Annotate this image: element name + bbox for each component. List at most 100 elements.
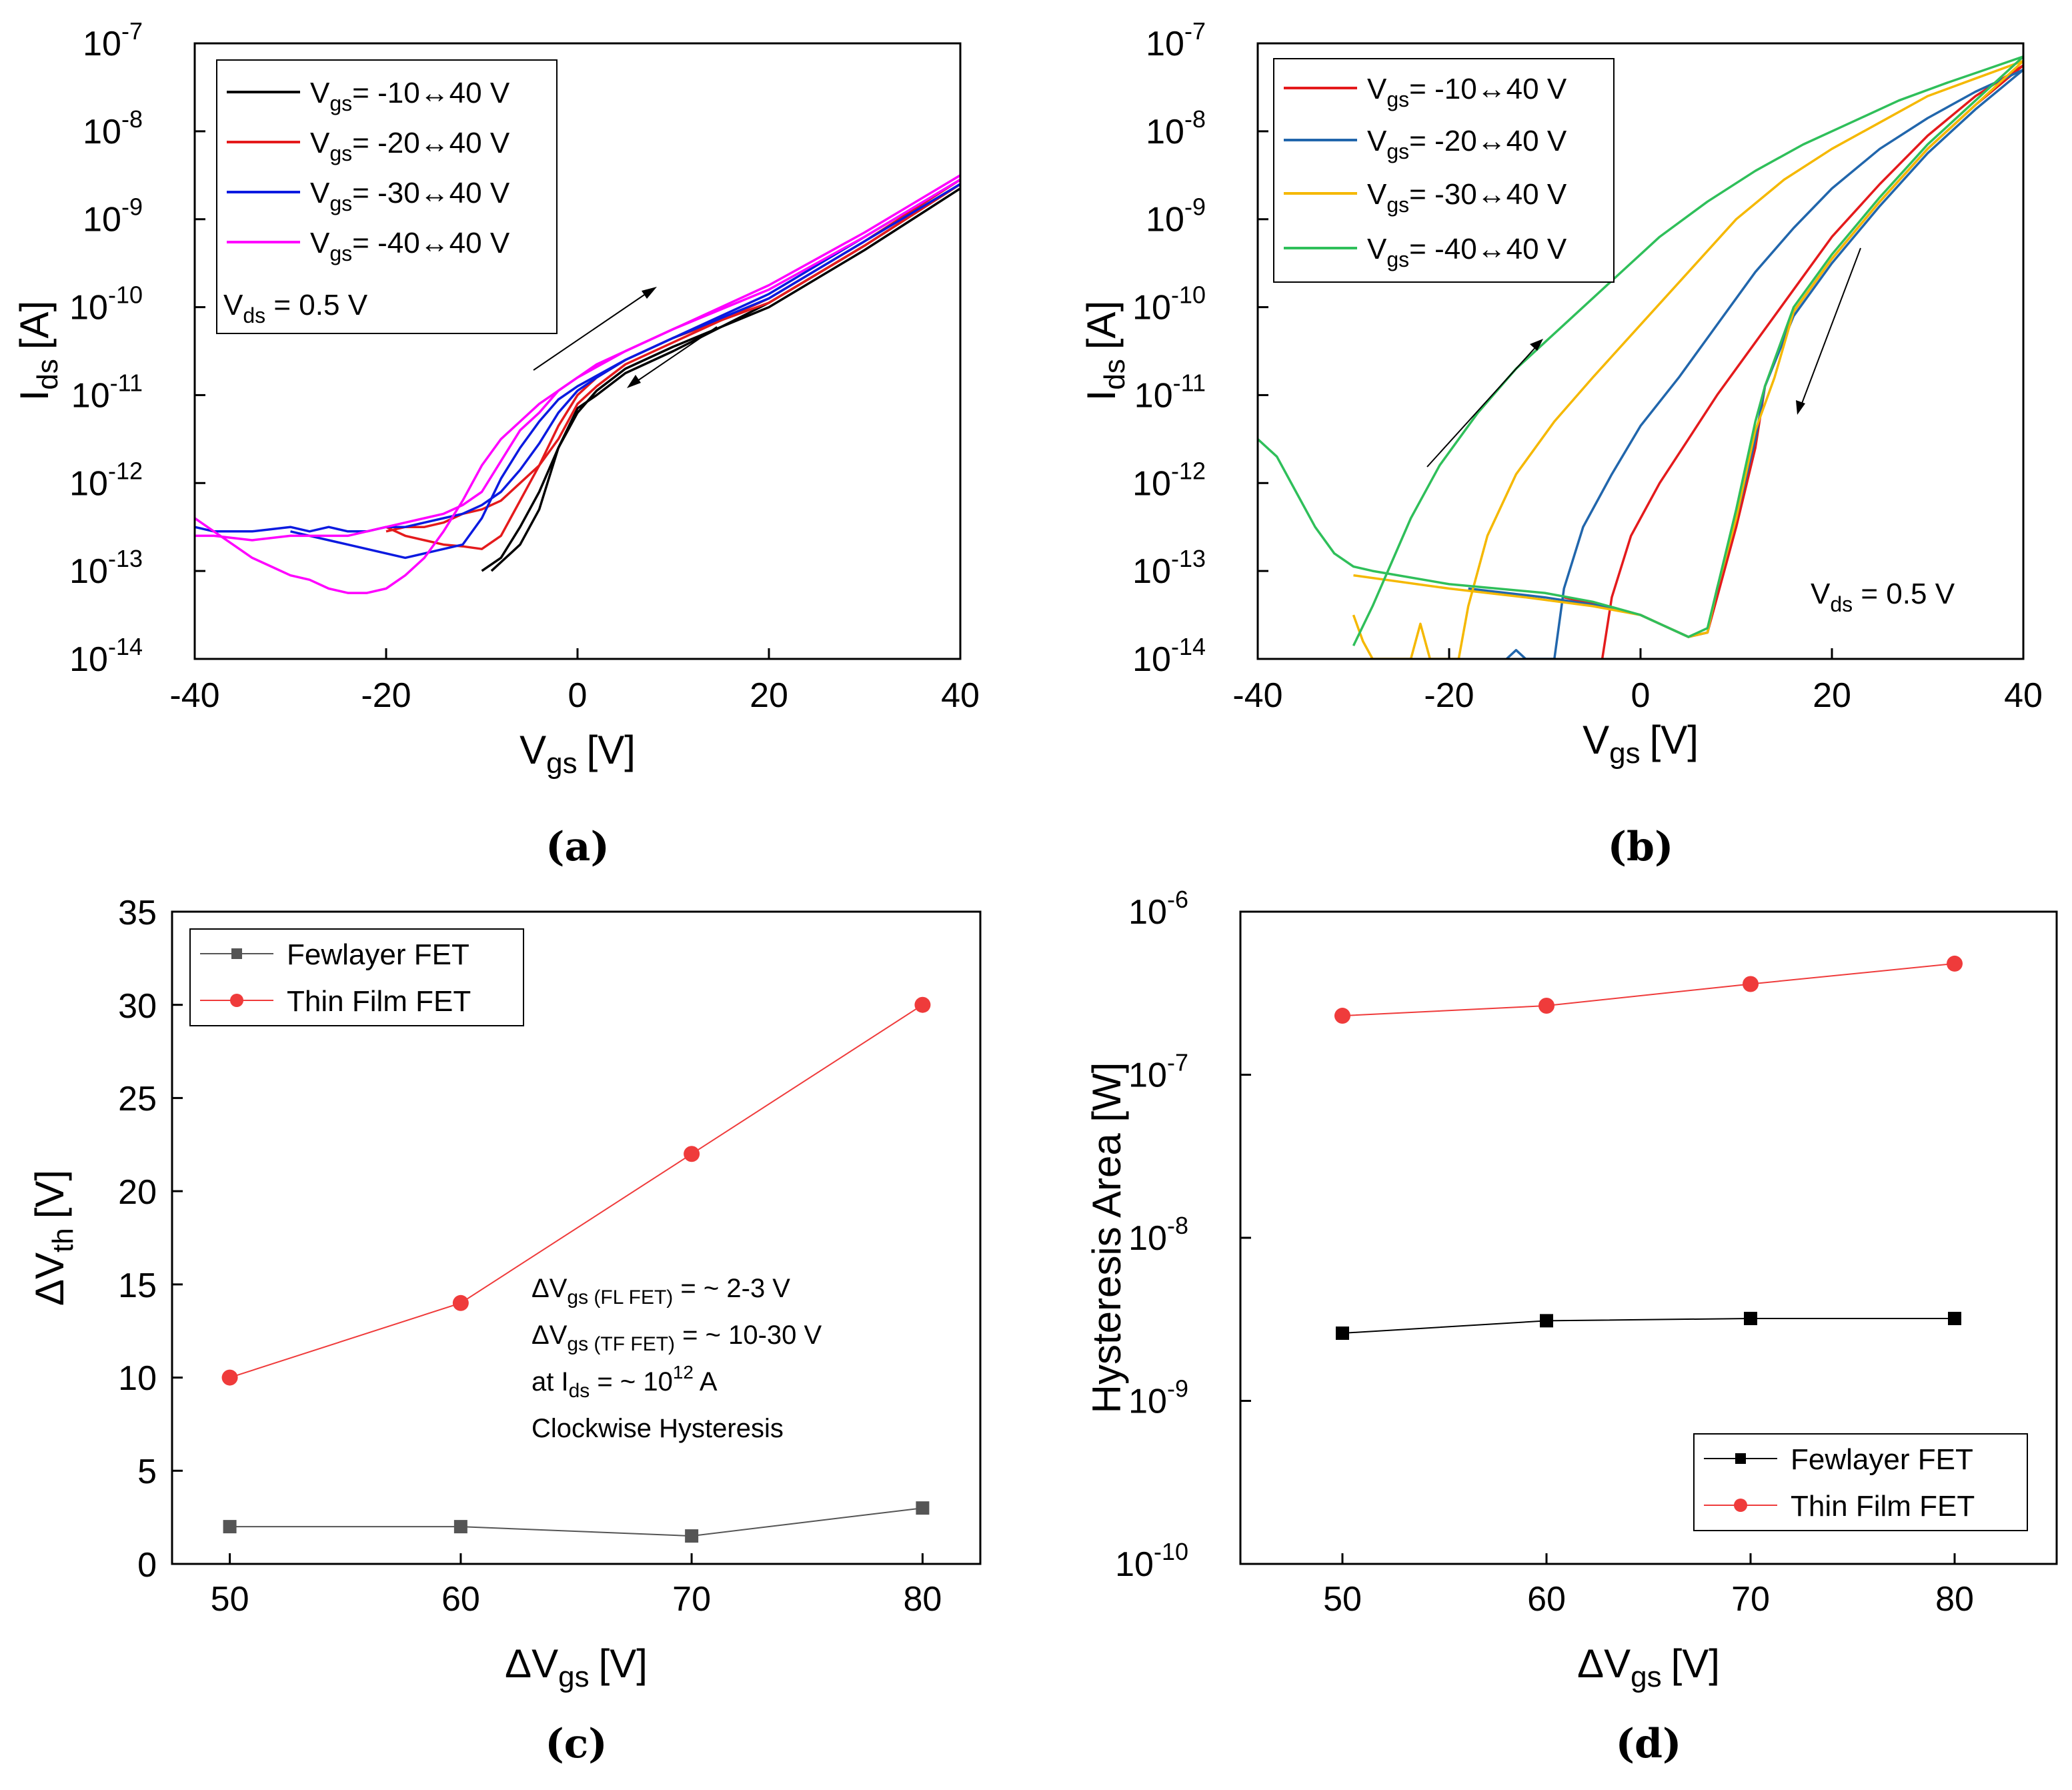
- panel-b-ytick-label: 10-11: [1134, 369, 1206, 415]
- panel-a-ytick-label: 10-11: [71, 369, 143, 415]
- forward-sweep-arrow: [533, 290, 651, 371]
- panel-d-xlabel: ΔVgs [V]: [1577, 1641, 1720, 1693]
- reverse-sweep-arrow: [1800, 247, 1861, 407]
- legend-text: Thin Film FET: [287, 985, 471, 1018]
- panel-d-legend: Fewlayer FET Thin Film FET: [1693, 1433, 2028, 1531]
- panel-a-caption: (a): [546, 824, 610, 870]
- panel-a-xtick-label: 40: [941, 676, 980, 715]
- panel-b: -40 -20 0 20 40 10-1410-1310-1210-1110-1…: [1079, 17, 2043, 870]
- panel-c-annotation: ΔVgs (TF FET) = ~ 10-30 V: [532, 1320, 822, 1355]
- panel-b-ytick-label: 10-14: [1132, 633, 1206, 679]
- panel-a-legend-box: [216, 59, 558, 334]
- panel-b-xlabel: Vgs [V]: [1583, 718, 1699, 770]
- panel-a-ylabel: Ids[A]: [12, 301, 64, 401]
- panel-c-ytick-label: 0: [137, 1546, 157, 1585]
- panel-d-caption: (d): [1616, 1721, 1682, 1767]
- panel-a-xlabel: Vgs [V]: [520, 728, 636, 780]
- legend-text: Vgs= -20↔40 V: [310, 127, 510, 165]
- panel-b-vds-annotation: Vds = 0.5 V: [1811, 578, 1955, 616]
- panel-c-series-0-point: [685, 1529, 699, 1543]
- panel-b-ytick-label: 10-10: [1132, 281, 1206, 327]
- panel-c-annotations: ΔVgs (FL FET) = ~ 2-3 V ΔVgs (TF FET) = …: [532, 1274, 822, 1443]
- panel-d-xtick-label: 60: [1527, 1580, 1566, 1619]
- panel-c-ytick-label: 25: [118, 1080, 157, 1118]
- panel-b-xtick-label: -40: [1232, 676, 1282, 715]
- panel-a-xtick-label: 0: [568, 676, 588, 715]
- panel-c-series-1-point: [452, 1294, 469, 1311]
- panel-b-xtick-label: 40: [2004, 676, 2043, 715]
- panel-a-series-1-rev-line: [385, 178, 960, 533]
- panel-d: 50 60 70 80 10-10 10-9 10-8 10-7 10-6 ΔVgs [V…: [1084, 886, 2058, 1767]
- panel-c-series-1-line: [229, 1004, 923, 1379]
- panel-c-xticks: 50 60 70 80: [211, 1553, 942, 1619]
- panel-a-ytick-label: 10-10: [69, 281, 143, 327]
- legend-text: Vgs= -30↔40 V: [1367, 178, 1567, 217]
- panel-a-xtick-label: -40: [169, 676, 219, 715]
- panel-d-series: [1334, 955, 1963, 1340]
- panel-d-series-1-point: [1743, 976, 1759, 992]
- legend-text: Vgs= -20↔40 V: [1367, 125, 1567, 163]
- panel-d-legend-box: [1693, 1433, 2028, 1531]
- panel-c-series-1-point: [914, 996, 931, 1013]
- legend-text: Vgs= -40↔40 V: [1367, 233, 1567, 271]
- panel-d-legend-item: Fewlayer FET: [1704, 1443, 1973, 1476]
- panel-d-ytick-label: 10-7: [1128, 1049, 1188, 1095]
- panel-d-xticks: 50 60 70 80: [1323, 1553, 1974, 1619]
- legend-marker: [1735, 1453, 1746, 1464]
- panel-a-ytick-label: 10-8: [83, 105, 143, 151]
- panel-b-ytick-label: 10-7: [1146, 17, 1206, 63]
- panel-c-series-0-point: [916, 1501, 930, 1515]
- arrow-head: [1530, 339, 1543, 351]
- panel-c-legend-item: Fewlayer FET: [200, 938, 469, 971]
- legend-text: Vgs= -30↔40 V: [310, 177, 510, 215]
- panel-a-arrows: [533, 287, 718, 388]
- panel-c-xtick-label: 80: [903, 1580, 942, 1619]
- panel-d-ytick-label: 10-8: [1128, 1212, 1188, 1258]
- panel-a-legend-item: Vgs= -10↔40 V: [227, 77, 510, 115]
- panel-b-yticks: 10-14 10-13 10-12 10-11 10-10 10-9 10-8 10-7: [1132, 17, 1268, 679]
- panel-b-legend: Vgs= -10↔40 V Vgs= -20↔40 V Vgs= -30↔40 …: [1273, 58, 1615, 283]
- panel-a-ytick-label: 10-9: [83, 193, 143, 239]
- panel-c-caption: (c): [545, 1721, 607, 1767]
- panel-c-ytick-label: 35: [118, 894, 157, 932]
- panel-a-xtick-label: 20: [750, 676, 788, 715]
- legend-text: Thin Film FET: [1791, 1490, 1975, 1523]
- arrow-head: [627, 375, 641, 388]
- panel-c-annotation: at Ids = ~ 1012 A: [532, 1362, 718, 1402]
- panel-c-xlabel: ΔVgs [V]: [505, 1641, 648, 1693]
- panel-a-legend-item: Vgs= -20↔40 V: [227, 127, 510, 165]
- panel-a: -40 -20 0 20 40 10-1410-1310-1210-1110-1…: [12, 17, 980, 870]
- panel-c-series: [221, 996, 931, 1543]
- panel-a-xticks: -40 -20 0 20 40: [169, 648, 980, 715]
- panel-d-series-0-point: [1744, 1311, 1757, 1325]
- panel-a-yticks: 10-14 10-13 10-12 10-11 10-10 10-9 10-8 10-7: [69, 17, 205, 679]
- panel-b-series-3-rev-line: [1258, 55, 2023, 638]
- legend-text: Fewlayer FET: [1791, 1443, 1973, 1476]
- panel-b-ylabel: Ids[A]: [1079, 301, 1131, 401]
- panel-a-xtick-label: -20: [361, 676, 411, 715]
- arrow-head: [1796, 400, 1805, 415]
- panel-a-ytick-label: 10-14: [69, 633, 143, 679]
- panel-b-arrows: [1426, 247, 1861, 468]
- panel-b-legend-item: Vgs= -20↔40 V: [1284, 125, 1567, 163]
- panel-b-legend-box: [1273, 58, 1615, 283]
- legend-text: Fewlayer FET: [287, 938, 469, 971]
- panel-c-legend: Fewlayer FET Thin Film FET: [189, 928, 524, 1026]
- panel-d-xtick-label: 80: [1935, 1580, 1974, 1619]
- panel-d-legend-item: Thin Film FET: [1704, 1490, 1975, 1523]
- panel-a-ytick-label: 10-13: [69, 545, 143, 591]
- reverse-sweep-arrow: [633, 326, 718, 384]
- arrow-head: [642, 287, 657, 299]
- panel-c-series-0-point: [223, 1520, 237, 1534]
- panel-b-legend-item: Vgs= -10↔40 V: [1284, 73, 1567, 111]
- panel-d-series-0-point: [1336, 1326, 1349, 1340]
- legend-marker: [231, 948, 242, 959]
- panel-c: 50 60 70 80 0 5 10 15 20 25 30 35 ΔVgs [V…: [27, 894, 982, 1767]
- panel-d-series-0-point: [1540, 1314, 1553, 1328]
- panel-d-ytick-label: 10-10: [1115, 1538, 1188, 1584]
- forward-sweep-arrow: [1426, 345, 1538, 468]
- panel-a-series: [195, 174, 960, 594]
- panel-c-series-0-line: [229, 1507, 923, 1537]
- panel-a-series-2-rev-line: [195, 178, 960, 533]
